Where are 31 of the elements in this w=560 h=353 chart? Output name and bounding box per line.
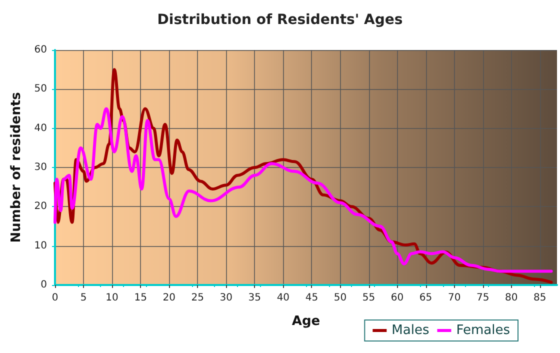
x-tick-label: 30 [220, 292, 233, 304]
x-tick-label: 5 [80, 292, 87, 304]
y-tick-label: 40 [34, 122, 47, 134]
y-tick-label: 30 [34, 162, 47, 173]
x-tick-label: 0 [52, 292, 58, 304]
chart-title: Distribution of Residents' Ages [157, 12, 403, 28]
x-tick-label: 10 [106, 292, 118, 304]
line-series [54, 107, 553, 273]
y-axis-title: Number of residents [9, 92, 24, 243]
x-tick-label: 55 [362, 292, 376, 304]
y-tick-label: 60 [34, 44, 47, 56]
x-tick-label: 20 [162, 292, 176, 304]
x-tick-label: 15 [134, 292, 147, 304]
x-tick-label: 65 [419, 292, 432, 304]
x-tick-label: 70 [448, 292, 461, 304]
x-tick-label: 45 [305, 292, 318, 304]
y-tick-label: 0 [40, 280, 47, 290]
x-tick-label: 85 [534, 292, 546, 304]
x-tick-label: 50 [334, 292, 347, 304]
x-tick-label: 75 [476, 292, 490, 304]
legend-label: Males [392, 323, 430, 338]
x-tick-label: 60 [390, 292, 404, 304]
x-tick-label: 80 [504, 292, 518, 304]
y-tick-label: 50 [34, 84, 47, 95]
x-tick-label: 40 [276, 292, 290, 304]
x-axis-title: Age [292, 314, 320, 329]
y-tick-label: 20 [34, 201, 47, 212]
x-tick-label: 35 [248, 292, 262, 304]
x-tick-label: 25 [191, 292, 204, 304]
y-tick-label: 10 [34, 240, 47, 252]
legend-label: Females [456, 323, 510, 338]
